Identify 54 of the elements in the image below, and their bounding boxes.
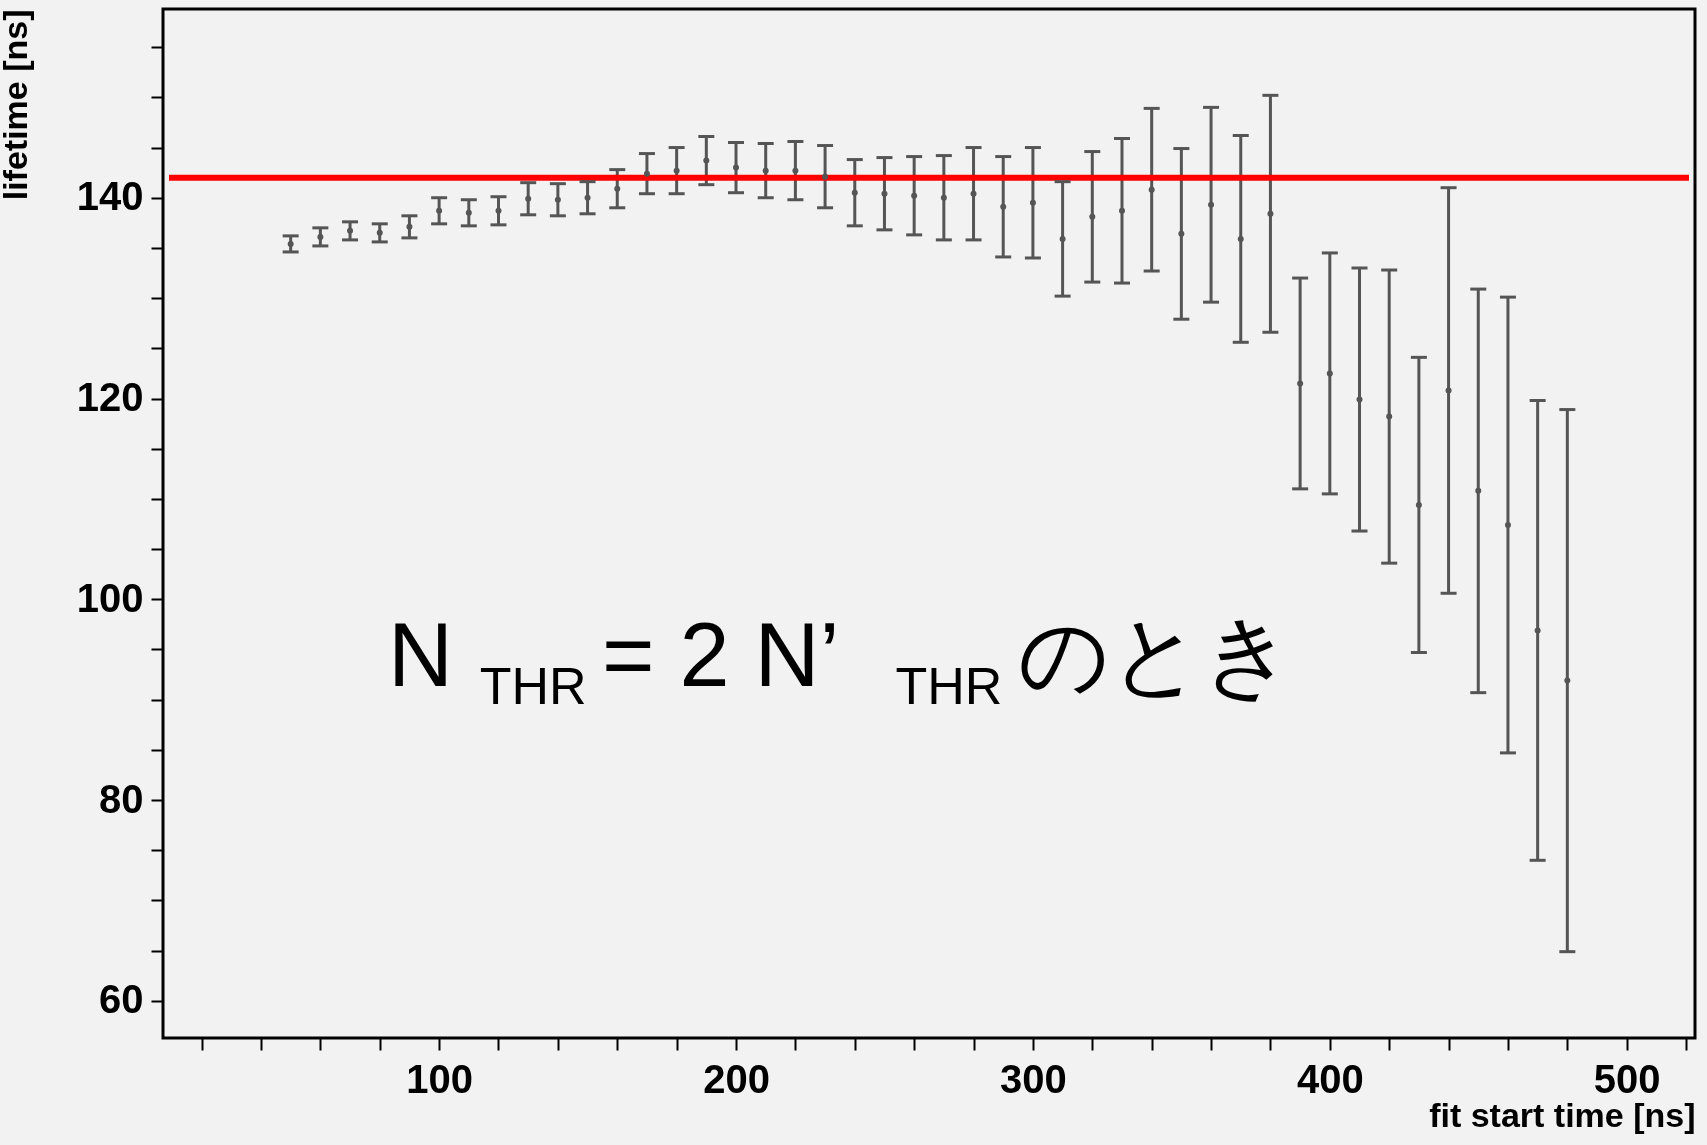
- point: [1534, 627, 1541, 634]
- y-tick-label: 140: [76, 174, 144, 219]
- point: [851, 189, 858, 196]
- point: [1148, 186, 1155, 193]
- point: [347, 227, 354, 234]
- point: [614, 185, 621, 192]
- point: [940, 194, 947, 201]
- point: [881, 190, 888, 197]
- point: [643, 170, 650, 177]
- x-tick-label: 100: [406, 1056, 473, 1101]
- point: [584, 194, 591, 201]
- point: [1118, 207, 1125, 214]
- point: [733, 164, 740, 171]
- point: [495, 207, 502, 214]
- point: [436, 207, 443, 214]
- point: [406, 223, 413, 230]
- point: [1386, 413, 1393, 420]
- point: [970, 190, 977, 197]
- point: [673, 167, 680, 174]
- point: [1089, 213, 1096, 220]
- point: [762, 167, 769, 174]
- y-tick-label: 120: [76, 375, 144, 420]
- point: [1564, 677, 1571, 684]
- x-tick-label: 300: [1000, 1056, 1067, 1101]
- point: [1297, 380, 1304, 387]
- point: [1475, 487, 1482, 494]
- x-tick-label: 200: [703, 1056, 770, 1101]
- point: [822, 173, 829, 180]
- y-tick-label: 100: [76, 575, 144, 620]
- point: [525, 195, 532, 202]
- x-tick-label: 400: [1296, 1056, 1364, 1101]
- y-axis-title: lifetime [ns]: [0, 9, 34, 201]
- point: [1208, 201, 1215, 208]
- point: [1237, 235, 1244, 242]
- point: [1059, 235, 1066, 242]
- point: [317, 233, 324, 240]
- y-tick-label: 80: [99, 776, 144, 821]
- y-tick-label: 60: [99, 977, 144, 1022]
- point: [376, 229, 383, 236]
- point: [1504, 522, 1511, 528]
- point: [1178, 230, 1185, 237]
- point: [1267, 210, 1274, 217]
- point: [287, 240, 294, 247]
- point: [792, 167, 799, 174]
- point: [911, 192, 918, 199]
- point: [554, 196, 561, 203]
- point: [1326, 370, 1333, 377]
- point: [703, 157, 710, 164]
- point: [1356, 396, 1363, 403]
- point: [1029, 199, 1036, 206]
- point: [1415, 501, 1422, 508]
- point: [1445, 387, 1452, 394]
- point: [465, 209, 472, 216]
- point: [1000, 203, 1007, 210]
